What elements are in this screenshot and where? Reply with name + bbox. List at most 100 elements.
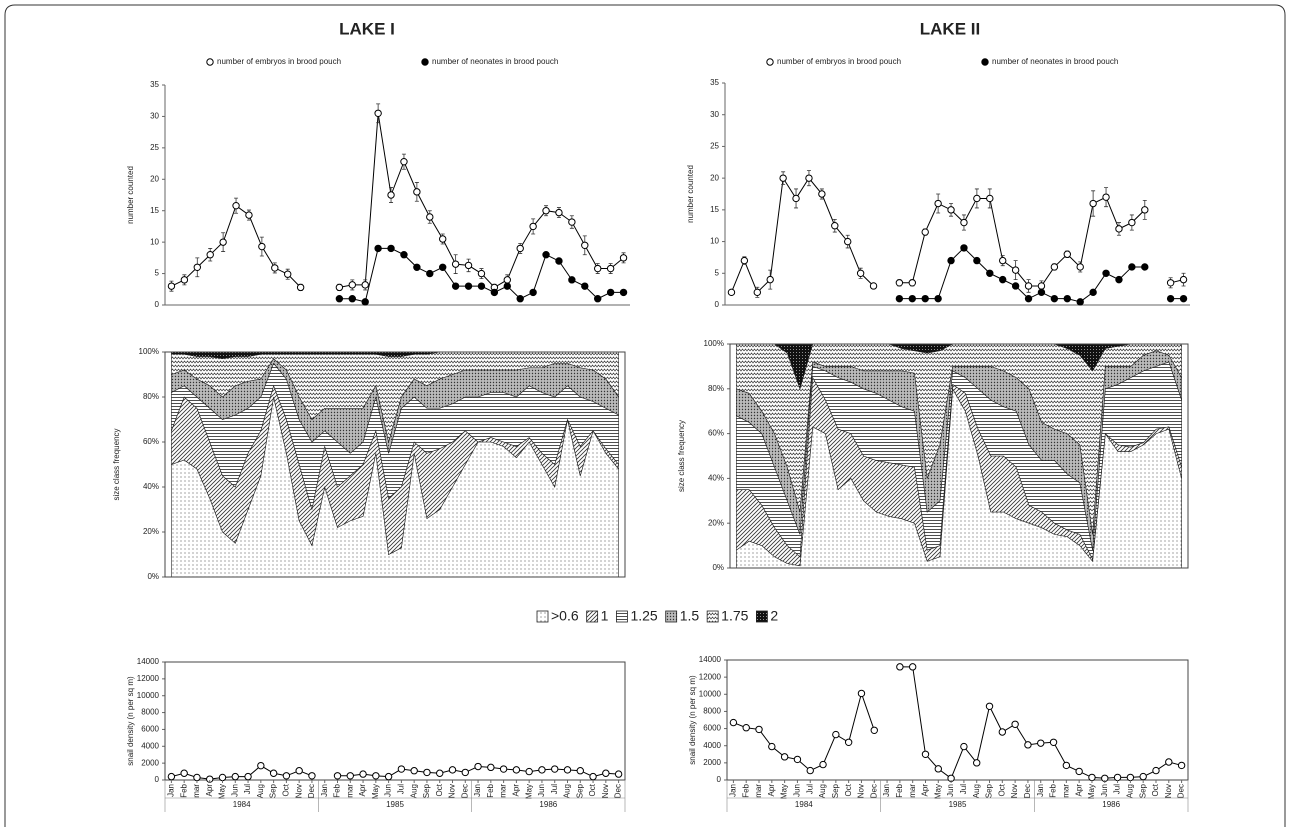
data-point [869, 282, 878, 290]
x-tick-label: Nov [1010, 784, 1019, 798]
data-point [193, 773, 201, 782]
legend-label: 1.5 [680, 608, 700, 624]
x-tick-label: Dec [307, 784, 316, 798]
data-point [1076, 298, 1084, 306]
data-point [908, 663, 917, 671]
y-tick-label: 40% [143, 482, 159, 491]
legend-swatch [536, 610, 549, 623]
x-tick-label: Sep [1138, 783, 1147, 798]
x-tick-label: Nov [448, 784, 457, 798]
data-point [934, 765, 942, 773]
data-point [1128, 218, 1136, 227]
data-point [451, 260, 460, 268]
data-point [439, 235, 447, 243]
data-point [1115, 225, 1123, 233]
data-point [426, 269, 434, 278]
data-point [856, 269, 865, 277]
data-point [1089, 288, 1097, 297]
data-point [589, 772, 597, 781]
legend-label: 1.25 [630, 608, 657, 624]
x-tick-label: Aug [1125, 784, 1134, 798]
data-point [284, 270, 292, 278]
legend-swatch [616, 610, 628, 623]
x-tick-label: Sep [269, 783, 278, 798]
y-tick-label: 100% [139, 347, 159, 356]
data-point [487, 763, 495, 772]
data-point [985, 702, 994, 710]
y-tick-label: 60% [708, 429, 724, 438]
x-tick-label: Dec [460, 784, 469, 798]
x-tick-label: Dec [1177, 784, 1186, 798]
data-point [180, 769, 188, 777]
x-tick-label: Aug [972, 784, 981, 798]
y-tick-label: 20% [143, 527, 159, 536]
x-tick-label: Sep [422, 783, 431, 798]
data-point [231, 772, 239, 781]
x-tick-label: Nov [294, 784, 303, 798]
data-point [606, 288, 615, 297]
x-tick-label: May [933, 784, 942, 799]
data-point [387, 191, 395, 199]
data-point [581, 282, 589, 290]
data-point [973, 759, 981, 767]
data-point [999, 275, 1007, 284]
data-point [755, 725, 763, 734]
data-point [1011, 282, 1020, 290]
x-tick-label: Apr [511, 784, 520, 797]
data-point [461, 768, 469, 777]
legend-marker [206, 58, 214, 66]
data-point [819, 760, 827, 769]
data-point [529, 222, 537, 231]
data-point [167, 772, 176, 781]
data-point [973, 194, 981, 203]
x-tick-label: Jul [1113, 784, 1122, 794]
y-tick-label: 12000 [699, 672, 722, 681]
data-point [1024, 741, 1032, 749]
data-point [921, 750, 930, 758]
x-tick-label: Sep [575, 783, 584, 798]
y-tick-label: 0% [147, 572, 159, 581]
x-tick-label: mar [499, 784, 508, 798]
data-point [271, 264, 279, 272]
data-point [218, 773, 227, 782]
data-point [503, 282, 511, 290]
data-point [742, 724, 750, 732]
plot-frame [726, 659, 1189, 781]
data-point [372, 772, 380, 780]
data-point [1037, 282, 1046, 290]
x-tick-label: Dec [1023, 784, 1032, 798]
data-point [361, 298, 369, 306]
data-point [960, 742, 968, 751]
y-axis-label: size class frequency [677, 420, 686, 492]
y-tick-label: 14000 [137, 657, 160, 666]
x-group-label: 1985 [949, 800, 967, 809]
data-point [232, 201, 240, 210]
data-point [503, 276, 511, 284]
data-point [999, 256, 1007, 265]
data-point [257, 761, 265, 770]
y-tick-label: 2000 [703, 758, 721, 767]
data-point [606, 264, 615, 273]
data-point [1011, 266, 1020, 274]
data-point [464, 261, 473, 270]
y-tick-label: 10 [150, 237, 159, 246]
data-point [308, 772, 316, 780]
x-tick-label: May [1087, 784, 1096, 799]
x-tick-label: Oct [281, 783, 290, 796]
y-tick-label: 6000 [141, 725, 159, 734]
data-point [542, 207, 550, 215]
data-point [986, 194, 994, 203]
y-tick-label: 60% [143, 437, 159, 446]
y-tick-label: 30 [710, 110, 719, 119]
y-tick-label: 8000 [141, 708, 159, 717]
data-point [555, 208, 563, 217]
data-point [568, 218, 576, 226]
y-tick-label: 80% [143, 392, 159, 401]
x-tick-label: Nov [601, 784, 610, 798]
data-point [410, 767, 418, 775]
y-tick-label: 0 [715, 300, 720, 309]
y-tick-label: 20 [150, 174, 159, 183]
legend-swatch [665, 610, 678, 623]
data-point [1115, 275, 1123, 284]
data-point [614, 770, 623, 778]
